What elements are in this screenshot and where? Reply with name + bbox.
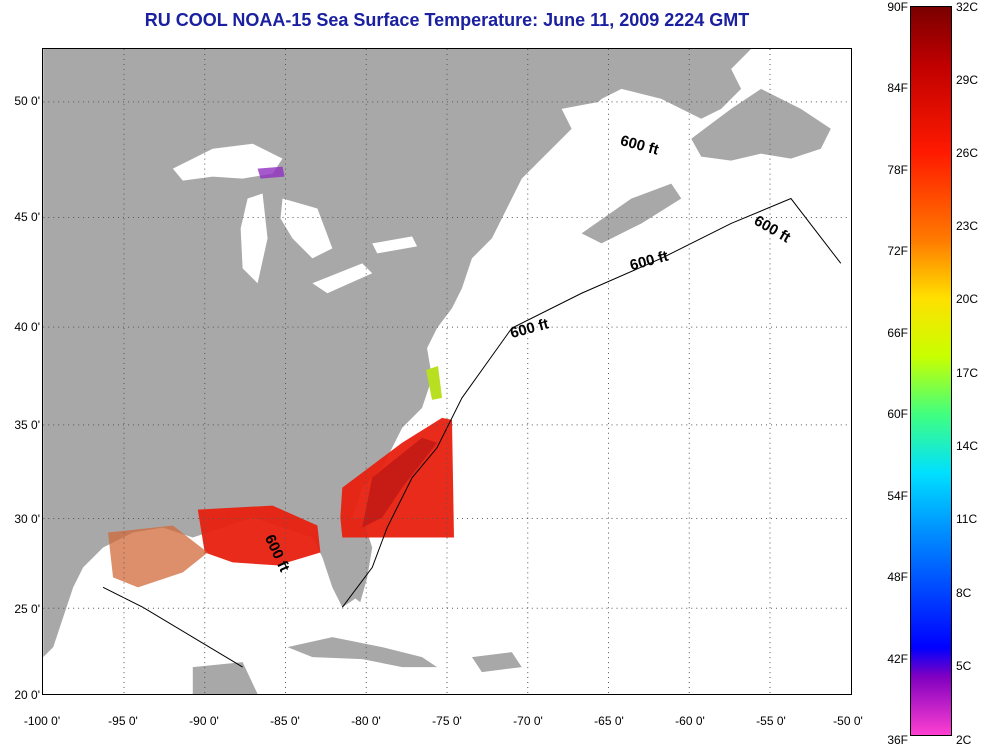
colorbar-f-66: 66F	[887, 326, 908, 340]
sst-lake-patch	[257, 166, 285, 179]
colorbar-f-36: 36F	[887, 733, 908, 747]
sst-swath-atlantic-hot	[362, 437, 438, 528]
colorbar-c-20: 20C	[956, 292, 979, 306]
lon-label-95: -95 0'	[108, 714, 138, 728]
lon-label-55: -55 0'	[756, 714, 786, 728]
colorbar-c-5: 5C	[956, 659, 972, 673]
colorbar-f-42: 42F	[887, 652, 908, 666]
lon-label-80: -80 0'	[351, 714, 381, 728]
lat-label-35: 35 0'	[14, 418, 40, 432]
lat-label-45: 45 0'	[14, 210, 40, 224]
land-cuba	[287, 637, 438, 668]
graticule	[43, 49, 851, 694]
land-yucatan	[192, 662, 258, 694]
land-nova-scotia	[581, 183, 682, 244]
lake-huron	[280, 198, 333, 259]
lat-label-20: 20 0'	[14, 688, 40, 702]
colorbar-c-11: 11C	[956, 512, 978, 526]
lake-ontario	[372, 236, 418, 254]
lat-label-40: 40 0'	[14, 320, 40, 334]
sst-swath-gulf	[197, 505, 321, 566]
lon-label-90: -90 0'	[189, 714, 219, 728]
isobath-600ft	[102, 197, 842, 668]
lake-superior	[172, 143, 283, 181]
lat-label-25: 25 0'	[14, 602, 40, 616]
lat-label-50: 50 0'	[14, 94, 40, 108]
colorbar-f-78: 78F	[887, 163, 908, 177]
colorbar-f-90: 90F	[887, 0, 908, 14]
sst-cool-patch	[426, 366, 443, 400]
colorbar-c-32: 32C	[956, 0, 979, 14]
land-newfoundland	[691, 88, 831, 161]
map-title: RU COOL NOAA-15 Sea Surface Temperature:…	[144, 10, 750, 30]
colorbar-c-26: 26C	[956, 146, 979, 160]
lat-label-30: 30 0'	[14, 512, 40, 526]
lake-michigan	[240, 193, 268, 284]
lon-label-50: -50 0'	[833, 714, 863, 728]
sst-map[interactable]: 600 ft 600 ft 600 ft 600 ft 600 ft	[42, 48, 852, 695]
colorbar-f-72: 72F	[887, 244, 908, 258]
colorbar-f-60: 60F	[887, 407, 908, 421]
temperature-colorbar	[910, 6, 952, 736]
colorbar-f-54: 54F	[887, 489, 908, 503]
land-florida	[337, 517, 373, 603]
land-north-america	[43, 49, 752, 658]
lon-label-60: -60 0'	[675, 714, 705, 728]
gulf-st-lawrence	[561, 93, 702, 199]
lake-erie	[312, 263, 373, 294]
colorbar-c-2: 2C	[956, 733, 972, 747]
colorbar-c-17: 17C	[956, 366, 979, 380]
colorbar-f-84: 84F	[887, 81, 908, 95]
colorbar-c-29: 29C	[956, 73, 979, 87]
colorbar-c-23: 23C	[956, 219, 979, 233]
lon-label-100: -100 0'	[23, 714, 61, 728]
sst-swath-gulf-west	[108, 525, 208, 588]
colorbar-f-48: 48F	[887, 570, 908, 584]
colorbar-c-14: 14C	[956, 439, 979, 453]
lon-label-85: -85 0'	[270, 714, 300, 728]
colorbar-c-8: 8C	[956, 586, 972, 600]
land-hispaniola	[471, 652, 522, 673]
lon-label-70: -70 0'	[513, 714, 543, 728]
lon-label-65: -65 0'	[594, 714, 624, 728]
lon-label-75: -75 0'	[432, 714, 462, 728]
